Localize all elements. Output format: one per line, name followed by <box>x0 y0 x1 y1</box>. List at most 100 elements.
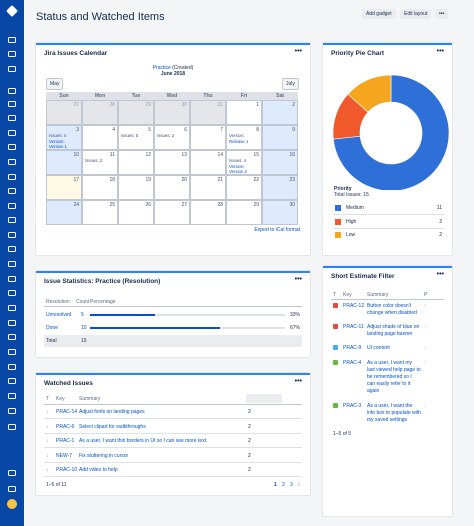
calendar-event[interactable]: Issues: 2 <box>157 133 175 138</box>
page-link[interactable]: 2 <box>282 482 285 488</box>
page-link[interactable]: 1 <box>274 482 277 488</box>
nav-icon[interactable] <box>8 246 16 252</box>
issue-key[interactable]: PRAC-4 <box>343 360 362 366</box>
calendar-day[interactable]: 1 <box>226 100 262 125</box>
calendar-day[interactable]: 14 <box>190 150 226 175</box>
calendar-day[interactable]: 10 <box>46 150 82 175</box>
calendar-day[interactable]: 31 <box>190 100 226 125</box>
calendar-event[interactable]: Issues: 5 <box>121 133 139 138</box>
nav-icon[interactable] <box>8 349 16 355</box>
issue-key[interactable]: NEW-7 <box>56 452 73 459</box>
more-button[interactable]: ••• <box>435 9 449 19</box>
calendar-day[interactable]: 28 <box>190 200 226 225</box>
issue-summary[interactable]: Adjust shade of blue on landing page ban… <box>367 324 420 337</box>
add-gadget-button[interactable]: Add gadget <box>362 9 396 19</box>
page-link[interactable]: 3 <box>290 482 293 488</box>
next-page[interactable]: › <box>298 482 300 488</box>
calendar-day[interactable]: 15 Issues: 4 Version: Version 2 <box>226 150 262 175</box>
nav-icon[interactable] <box>8 188 16 194</box>
nav-icon[interactable] <box>8 66 16 72</box>
count[interactable]: 5 <box>81 312 84 318</box>
nav-icon[interactable] <box>8 203 16 209</box>
gadget-menu[interactable]: ••• <box>294 48 302 55</box>
calendar-day[interactable]: 26 <box>118 200 154 225</box>
issue-summary[interactable]: As a user, I want the info box to popula… <box>367 403 421 423</box>
calendar-day[interactable]: 21 <box>190 175 226 200</box>
calendar-day[interactable]: 30 <box>154 100 190 125</box>
calendar-event[interactable]: Issues: 4 <box>49 133 67 138</box>
nav-icon[interactable] <box>8 378 16 384</box>
nav-icon[interactable] <box>8 37 16 43</box>
calendar-day[interactable]: 24 <box>46 200 82 225</box>
nav-icon[interactable] <box>8 364 16 370</box>
gadget-menu[interactable]: ••• <box>294 378 302 385</box>
gadget-menu[interactable]: ••• <box>436 48 444 55</box>
calendar-day[interactable]: 8 Version: Release 1 <box>226 125 262 150</box>
calendar-event[interactable]: Issues: 4 <box>229 158 247 163</box>
count[interactable]: 10 <box>81 325 87 331</box>
calendar-event[interactable]: Issues: 2 <box>85 158 103 163</box>
calendar-day[interactable]: 27 <box>154 200 190 225</box>
calendar-day[interactable]: 16 <box>262 150 298 175</box>
calendar-day[interactable]: 28 <box>82 100 118 125</box>
prev-month-button[interactable]: May <box>46 78 64 90</box>
issue-key[interactable]: PRAC-1 <box>56 438 75 444</box>
calendar-day[interactable]: 6 Issues: 2 <box>154 125 190 150</box>
nav-icon[interactable] <box>8 320 16 326</box>
nav-icon[interactable] <box>8 424 16 430</box>
calendar-day[interactable]: 29 <box>118 100 154 125</box>
issue-key[interactable]: PRAC-12 <box>343 303 365 309</box>
calendar-day[interactable]: 4 <box>82 125 118 150</box>
issue-key[interactable]: PRAC-6 <box>56 423 75 430</box>
gadget-menu[interactable]: ••• <box>436 271 444 278</box>
issue-key[interactable]: PRAC-11 <box>343 324 364 330</box>
calendar-day[interactable]: 30 <box>262 200 298 225</box>
calendar-day[interactable]: 23 <box>262 175 298 200</box>
nav-icon[interactable] <box>8 305 16 311</box>
calendar-day[interactable]: 19 <box>118 175 154 200</box>
pie-slice[interactable] <box>332 74 450 190</box>
calendar-day[interactable]: 27 <box>46 100 82 125</box>
calendar-event[interactable]: Version: <box>229 133 245 138</box>
edit-layout-button[interactable]: Edit layout <box>400 9 432 19</box>
issue-key[interactable]: PRAC-14 <box>56 409 78 415</box>
calendar-day[interactable]: 17 <box>46 175 82 200</box>
nav-icon[interactable] <box>8 115 16 121</box>
calendar-day[interactable]: 2 <box>262 100 298 125</box>
gadget-menu[interactable]: ••• <box>294 276 302 283</box>
calendar-day[interactable]: 13 <box>154 150 190 175</box>
calendar-event[interactable]: Version 1 <box>49 144 67 149</box>
calendar-event[interactable]: Release 1 <box>229 138 249 144</box>
nav-icon[interactable] <box>8 217 16 223</box>
calendar-event[interactable]: Version 2 <box>229 169 247 174</box>
issue-summary[interactable]: Select clipart for walkthroughs <box>79 423 146 430</box>
calendar-day[interactable]: 7 <box>190 125 226 150</box>
nav-icon[interactable] <box>8 130 16 136</box>
issue-key[interactable]: PRAC-3 <box>343 403 362 409</box>
issue-summary[interactable]: As a user, I want thin borders in UI so … <box>79 438 208 444</box>
nav-icon[interactable] <box>8 393 16 399</box>
nav-icon[interactable] <box>8 174 16 180</box>
calendar-day[interactable]: 9 <box>262 125 298 150</box>
calendar-day[interactable]: 20 <box>154 175 190 200</box>
export-link[interactable]: Export to iCal format <box>254 227 300 233</box>
calendar-day[interactable]: 25 <box>82 200 118 225</box>
calendar-day[interactable]: 5 Issues: 5 <box>118 125 154 150</box>
issue-summary[interactable]: Fix stuttering in cursor <box>79 452 129 459</box>
calendar-day[interactable]: 12 <box>118 150 154 175</box>
nav-icon[interactable] <box>8 159 16 165</box>
issue-summary[interactable]: As a user, I want my last viewed help pa… <box>367 360 421 394</box>
nav-icon[interactable] <box>8 486 16 492</box>
nav-icon[interactable] <box>8 261 16 267</box>
nav-icon[interactable] <box>8 334 16 340</box>
nav-icon[interactable] <box>8 290 16 296</box>
resolution[interactable]: Unresolved <box>46 312 72 318</box>
nav-icon[interactable] <box>8 144 16 150</box>
nav-icon[interactable] <box>8 276 16 282</box>
calendar-day[interactable]: 18 <box>82 175 118 200</box>
issue-key[interactable]: PRAC-9 <box>343 345 362 351</box>
calendar-day[interactable]: 11 Issues: 2 <box>82 150 118 175</box>
nav-icon[interactable] <box>8 408 16 414</box>
avatar[interactable] <box>7 499 17 509</box>
issue-summary[interactable]: Adjust fonts on landing pages <box>79 409 145 415</box>
